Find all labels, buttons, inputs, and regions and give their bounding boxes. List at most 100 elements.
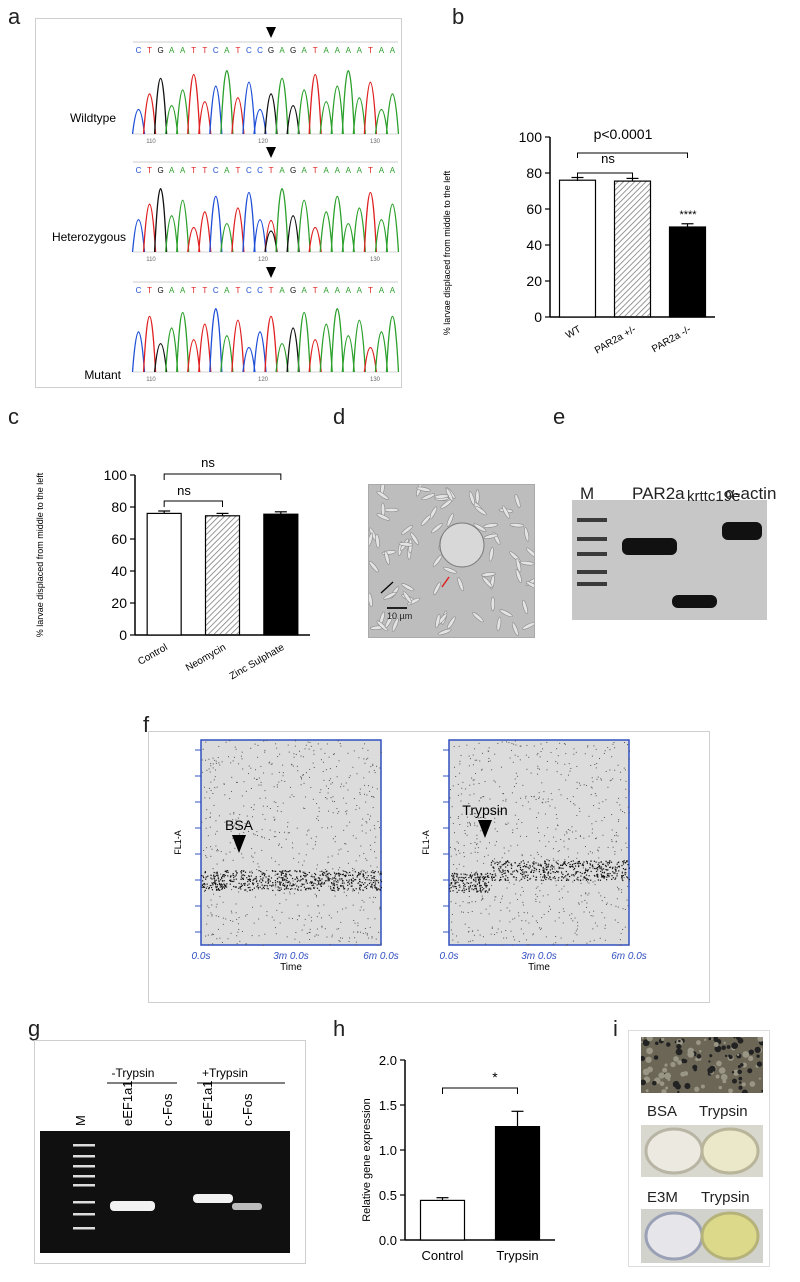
dot-dense [223,884,226,886]
dot [328,780,330,782]
y-tick-label: 80 [111,499,127,515]
dot-dense [204,889,206,891]
dot-dense [252,883,254,886]
dot [532,915,534,917]
cell [514,493,521,508]
dot [245,915,247,917]
band-krttc19e [672,595,717,608]
trace-peak [242,347,256,373]
base-call: T [235,286,240,295]
dot [622,908,624,910]
dot-dense [521,873,523,875]
dot [372,763,374,765]
dot-dense [210,877,212,879]
sediment-speck [647,1066,653,1073]
dot [482,898,484,900]
base-call: C [246,46,252,55]
dot [251,870,253,872]
dot [572,796,574,798]
dot-dense [450,883,452,885]
dot-dense [208,888,210,890]
dot-dense [284,878,286,880]
dot-dense [470,882,472,884]
dot-dense [348,874,350,876]
dot-dense [544,876,546,878]
trace-peak [319,101,333,135]
cell [483,523,498,528]
dot-dense [213,871,215,874]
dot-dense [285,874,288,876]
dot [370,849,372,851]
base-call: T [147,286,152,295]
dot [373,796,375,798]
sediment-speck [681,1058,686,1064]
dot-dense [607,864,609,866]
dot-dense [347,888,349,890]
dot [471,777,473,779]
dot [460,793,462,795]
dot [353,750,355,752]
dot [590,764,592,766]
dot [537,827,539,829]
dot [545,801,547,803]
dot-dense [614,878,616,880]
dot [204,891,206,893]
dot [538,797,540,799]
dot [458,816,460,818]
dot [341,937,343,939]
dot [303,924,305,926]
dot-dense [213,877,215,879]
dot [456,841,458,843]
sediment-photo [641,1037,763,1093]
dot-dense [338,873,340,875]
dot-dense [578,860,580,862]
dot-dense [335,873,337,875]
dot [627,905,629,907]
dot-dense [307,887,309,889]
trace-peak [153,187,168,253]
dot-dense [499,871,501,873]
base-call: G [157,286,163,295]
dot-dense [489,873,491,875]
dot [581,901,583,903]
y-tick-label: 0 [534,309,542,325]
dot [500,766,502,768]
dot-dense [513,876,515,878]
bar-chart-h: Relative gene expression * 0.00.51.01.52… [361,1053,555,1263]
trace-peak [231,97,245,135]
dot [549,805,551,807]
dot [308,776,310,778]
dot-dense [512,871,514,873]
dot [334,880,336,882]
dot-dense [213,882,215,884]
dot [300,755,302,757]
dot [545,845,547,847]
dot [597,776,599,778]
dot [380,943,382,945]
dot-dense [281,872,283,874]
ladder-band [577,552,607,556]
dot-dense [271,885,273,887]
dot-dense [296,876,298,878]
base-call: A [224,46,230,55]
dot [488,747,490,749]
dot [352,870,354,872]
dot-dense [352,888,354,890]
dot-dense [321,870,323,872]
dot [591,823,593,825]
dot [464,923,466,925]
dot-dense [507,864,509,866]
trace-axis-tick: 110 [146,377,156,383]
dot [364,784,366,786]
dot-dense [618,870,620,872]
dot-dense [500,876,502,879]
dot [512,918,514,920]
dot-dense [262,877,264,879]
cell [375,533,380,549]
dot [504,852,506,854]
dot [242,768,244,770]
base-call: T [202,46,207,55]
dot [532,933,534,935]
dot-dense [542,871,545,873]
dot [515,893,517,895]
